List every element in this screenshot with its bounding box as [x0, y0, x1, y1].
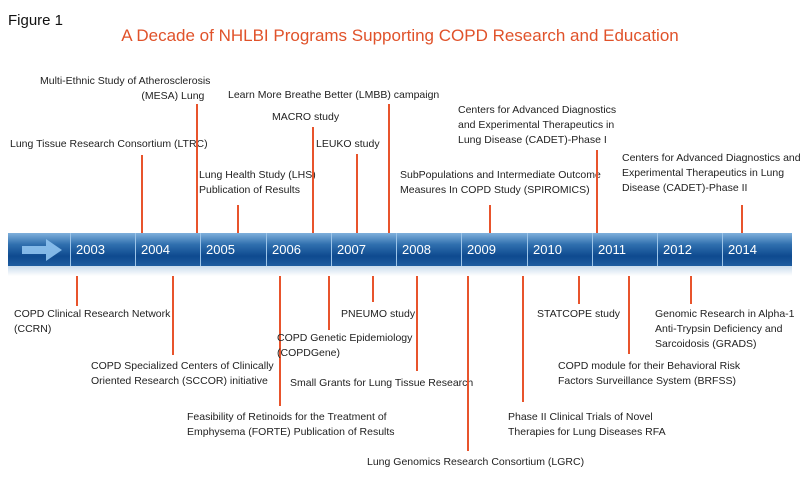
year-2009: 2009: [467, 242, 496, 257]
year-divider: [592, 233, 593, 266]
connector-forte: [279, 276, 281, 406]
year-2005: 2005: [206, 242, 235, 257]
connector-sccor: [172, 276, 174, 355]
event-sccor: COPD Specialized Centers of Clinically O…: [91, 360, 274, 387]
event-lhs: Lung Health Study (LHS) Publication of R…: [199, 169, 316, 196]
timeline-bar: [8, 233, 792, 266]
arrow-icon: [22, 239, 62, 261]
figure-label: Figure 1: [8, 12, 64, 29]
connector-ltrc: [141, 155, 143, 233]
event-leuko: LEUKO study: [316, 138, 380, 150]
connector-lhs: [237, 205, 239, 233]
event-spiromics: SubPopulations and Intermediate Outcome …: [400, 169, 601, 196]
event-mesa-lung: Multi-Ethnic Study of Atherosclerosis (M…: [40, 75, 211, 102]
connector-lgrc: [467, 276, 469, 451]
event-copdgene: COPD Genetic Epidemiology (COPDGene): [277, 332, 413, 359]
year-divider: [527, 233, 528, 266]
year-2014: 2014: [728, 242, 757, 257]
connector-mesa-lung: [196, 104, 198, 233]
year-2007: 2007: [337, 242, 366, 257]
connector-spiromics: [489, 205, 491, 233]
event-small-grants: Small Grants for Lung Tissue Research: [290, 377, 474, 389]
event-macro: MACRO study: [272, 111, 340, 123]
connector-lmbb: [388, 104, 390, 233]
year-divider: [722, 233, 723, 266]
event-grads: Genomic Research in Alpha-1 Anti-Trypsin…: [655, 308, 795, 350]
event-cadet-phase2: Centers for Advanced Diagnostics and Exp…: [622, 152, 800, 194]
year-2006: 2006: [272, 242, 301, 257]
event-forte: Feasibility of Retinoids for the Treatme…: [187, 411, 395, 438]
year-divider: [396, 233, 397, 266]
connector-ccrn: [76, 276, 78, 306]
year-divider: [461, 233, 462, 266]
connector-grads: [690, 276, 692, 304]
year-divider: [70, 233, 71, 266]
event-cadet-phase1: Centers for Advanced Diagnostics and Exp…: [458, 104, 617, 146]
figure-title: A Decade of NHLBI Programs Supporting CO…: [121, 26, 679, 45]
year-2004: 2004: [141, 242, 170, 257]
year-2010: 2010: [533, 242, 562, 257]
event-phase2-trials: Phase II Clinical Trials of Novel Therap…: [508, 411, 666, 438]
year-2012: 2012: [663, 242, 692, 257]
year-divider: [331, 233, 332, 266]
connector-brfss: [628, 276, 630, 354]
connector-cadet-phase1: [596, 150, 598, 233]
year-2011: 2011: [598, 242, 626, 257]
connector-leuko: [356, 154, 358, 233]
year-divider: [135, 233, 136, 266]
event-lmbb: Learn More Breathe Better (LMBB) campaig…: [228, 89, 440, 101]
connector-phase2-trials: [522, 276, 524, 402]
connector-pneumo: [372, 276, 374, 302]
event-pneumo: PNEUMO study: [341, 308, 416, 320]
connector-statcope: [578, 276, 580, 304]
timeline-bar-shadow: [8, 266, 792, 276]
connector-copdgene: [328, 276, 330, 330]
year-divider: [657, 233, 658, 266]
event-ltrc: Lung Tissue Research Consortium (LTRC): [10, 138, 208, 150]
event-brfss: COPD module for their Behavioral Risk Fa…: [558, 360, 741, 387]
connector-small-grants: [416, 276, 418, 371]
year-2008: 2008: [402, 242, 431, 257]
connector-cadet-phase2: [741, 205, 743, 233]
year-2003: 2003: [76, 242, 105, 257]
connector-macro: [312, 127, 314, 233]
event-lgrc: Lung Genomics Research Consortium (LGRC): [367, 456, 585, 468]
event-ccrn: COPD Clinical Research Network (CCRN): [14, 308, 171, 335]
year-divider: [200, 233, 201, 266]
event-statcope: STATCOPE study: [537, 308, 621, 320]
year-divider: [266, 233, 267, 266]
